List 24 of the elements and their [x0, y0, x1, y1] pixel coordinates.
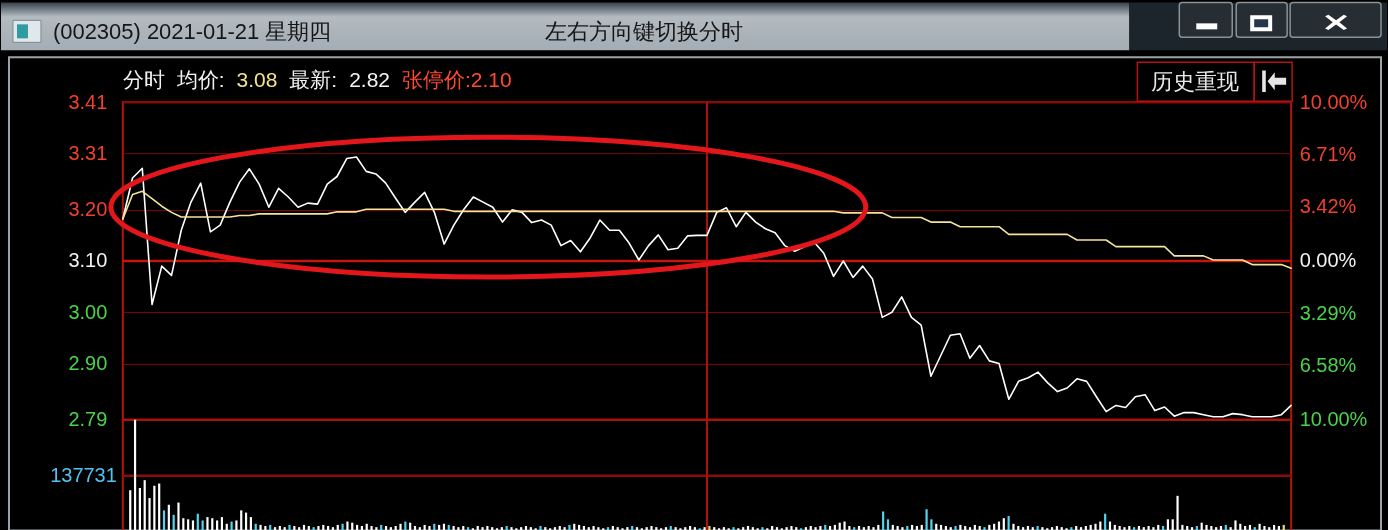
- y2-tick-label: 3.29%: [1299, 301, 1357, 324]
- y2-tick-label: 3.42%: [1299, 195, 1357, 218]
- y2-tick-label: 10.00%: [1299, 408, 1368, 431]
- y2-tick-label: 6.71%: [1299, 142, 1357, 165]
- y-tick-label: 3.00: [68, 300, 108, 323]
- y-tick-label: 3.10: [68, 249, 108, 272]
- text: 分时: [122, 68, 165, 92]
- y-tick-label: 2.90: [68, 351, 108, 374]
- text: 历史重现: [1151, 69, 1240, 95]
- text: 3.08: [236, 68, 278, 92]
- chart-subtitle: 左右方向键切换分时: [545, 19, 744, 45]
- text: 2.82: [349, 68, 390, 92]
- y-tick-label: 3.41: [68, 90, 108, 113]
- y-tick-label: 3.31: [68, 141, 108, 164]
- y2-tick-label: 10.00%: [1299, 90, 1368, 113]
- y-tick-label: 2.79: [68, 408, 108, 431]
- text: 137731: [50, 463, 117, 486]
- text: 最新:: [289, 68, 338, 92]
- text: 张停价:2.10: [402, 68, 512, 92]
- text: 均价:: [175, 68, 225, 92]
- chart-title: (002305) 2021-01-21 星期四: [52, 19, 332, 45]
- y2-tick-label: 0.00%: [1299, 249, 1357, 272]
- y-tick-label: 3.20: [68, 198, 108, 221]
- y2-tick-label: 6.58%: [1299, 353, 1357, 376]
